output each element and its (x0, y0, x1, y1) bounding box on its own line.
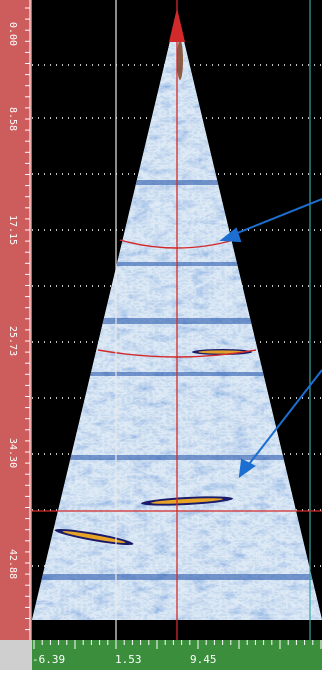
depth-label-4: 34.30 (7, 437, 18, 469)
lateral-ruler: -6.39 1.53 9.45 (0, 640, 322, 677)
depth-label-2: 17.15 (7, 214, 18, 246)
depth-label-1: 8.58 (7, 106, 18, 132)
probe-marker-icon (169, 8, 185, 42)
reflector-indications (54, 40, 252, 545)
depth-label-3: 25.73 (7, 325, 18, 357)
depth-label-5: 42.88 (7, 548, 18, 580)
depth-ruler: 0.00 8.58 17.15 25.73 34.30 42.88 (0, 0, 32, 640)
lateral-ruler-ticks (33, 640, 322, 649)
ruler-corner (0, 640, 32, 670)
lateral-label-0: -6.39 (32, 653, 66, 666)
sector-scan-view[interactable] (32, 0, 322, 640)
depth-label-0: 0.00 (7, 21, 18, 47)
lateral-label-2: 9.45 (190, 653, 217, 666)
lateral-label-1: 1.53 (115, 653, 142, 666)
depth-ruler-ticks (25, 0, 31, 640)
annotation-arrow-icon (219, 198, 322, 479)
sector-scan-image[interactable] (32, 0, 322, 640)
lateral-ruler-bar (32, 640, 322, 670)
